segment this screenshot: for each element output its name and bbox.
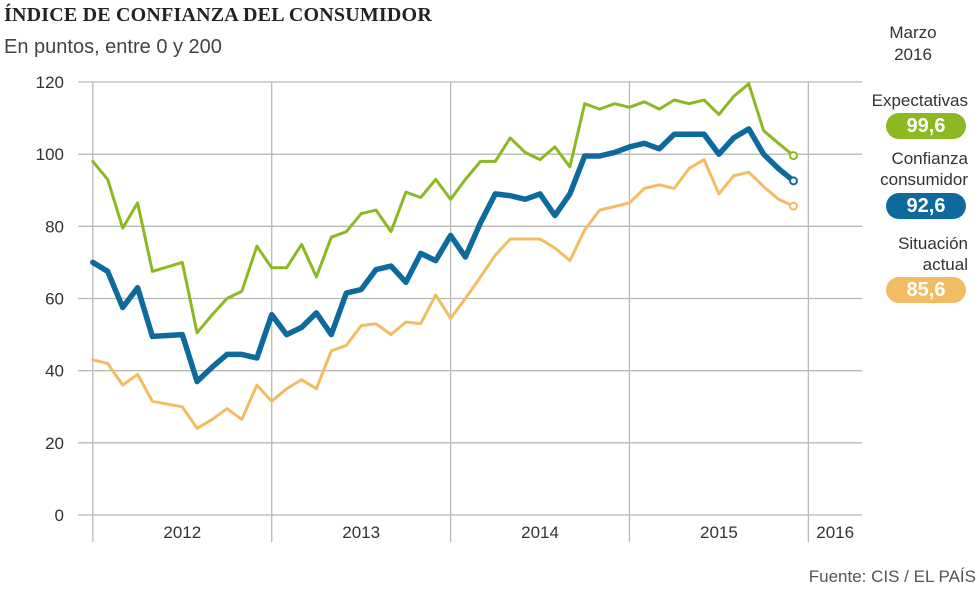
source-note: Fuente: CIS / EL PAÍS xyxy=(808,567,976,586)
x-tick-label: 2015 xyxy=(700,523,738,542)
axis-ticks: 0 20 40 60 80 100 120 2012 2013 2014 2015 2016 xyxy=(36,73,854,542)
series-end-point xyxy=(788,201,798,211)
series-lines xyxy=(90,82,798,430)
x-tick-label: 2012 xyxy=(163,523,201,542)
y-tick-label: 20 xyxy=(45,434,64,453)
expectativas-label: Expectativas xyxy=(872,90,968,111)
confianza-value-badge: 92,6 xyxy=(886,193,966,219)
x-tick-label: 2016 xyxy=(816,523,854,542)
date-label-month: Marzo xyxy=(889,23,937,42)
series-end-point xyxy=(788,151,798,161)
y-tick-label: 100 xyxy=(36,145,64,164)
expectativas-name: Expectativas xyxy=(871,91,968,110)
confianza-name-line1: Confianza xyxy=(891,149,968,168)
y-tick-label: 40 xyxy=(45,362,64,381)
chart-subtitle: En puntos, entre 0 y 200 xyxy=(4,36,222,58)
date-label: Marzo 2016 xyxy=(858,22,968,66)
situacion-name-line1: Situación xyxy=(898,234,968,253)
series-end-point xyxy=(788,176,798,186)
series-line xyxy=(91,158,795,430)
y-tick-label: 120 xyxy=(36,73,64,92)
situacion-label: Situación actual xyxy=(898,233,968,275)
situacion-name-line2: actual xyxy=(922,255,968,274)
y-tick-label: 0 xyxy=(55,506,64,525)
x-tick-label: 2014 xyxy=(521,523,559,542)
expectativas-value-badge: 99,6 xyxy=(886,113,966,139)
y-tick-label: 80 xyxy=(45,217,64,236)
confianza-name-line2: consumidor xyxy=(880,170,968,189)
x-tick-label: 2013 xyxy=(342,523,380,542)
confianza-label: Confianza consumidor xyxy=(880,148,968,190)
series-line xyxy=(90,126,797,385)
date-label-year: 2016 xyxy=(894,45,932,64)
chart-title: ÍNDICE DE CONFIANZA DEL CONSUMIDOR xyxy=(4,4,432,26)
grid xyxy=(78,81,862,542)
series-line xyxy=(91,82,795,335)
y-tick-label: 60 xyxy=(45,290,64,309)
situacion-value-badge: 85,6 xyxy=(886,277,966,303)
